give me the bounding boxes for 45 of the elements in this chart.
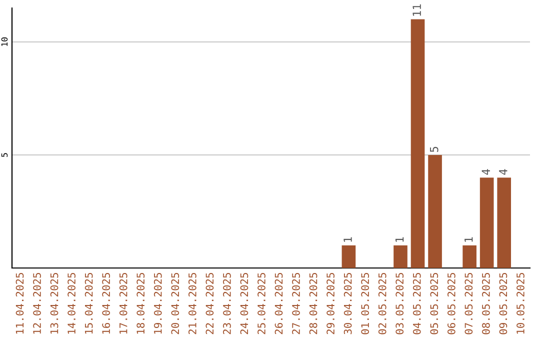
x-tick-label: 16.04.2025 <box>102 273 110 334</box>
bar <box>410 19 425 268</box>
bar <box>394 245 408 268</box>
y-tick-label: 10 <box>1 37 8 46</box>
x-tick-label: 27.04.2025 <box>292 273 300 334</box>
x-tick-label: 18.04.2025 <box>136 273 145 334</box>
bar <box>462 245 476 268</box>
x-tick-label: 01.05.2025 <box>361 273 370 334</box>
data-label: 5 <box>430 146 438 152</box>
x-tick-label: 07.05.2025 <box>464 273 473 334</box>
x-tick-label: 11.04.2025 <box>16 273 24 334</box>
x-tick-label: 23.04.2025 <box>223 273 231 334</box>
x-tick-label: 13.04.2025 <box>50 273 58 334</box>
x-tick-label: 14.04.2025 <box>68 273 76 334</box>
bar <box>480 178 494 268</box>
x-tick-label: 09.05.2025 <box>499 273 508 334</box>
x-tick-label: 06.05.2025 <box>447 273 456 334</box>
data-label: 1 <box>395 237 404 242</box>
x-tick-label: 05.05.2025 <box>430 273 438 334</box>
x-tick-label: 25.04.2025 <box>258 273 266 334</box>
x-tick-label: 12.04.2025 <box>33 273 41 334</box>
bar <box>497 178 512 268</box>
x-tick-label: 15.04.2025 <box>84 273 93 334</box>
x-tick-label: 10.05.2025 <box>516 273 524 334</box>
data-label: 11 <box>412 4 421 16</box>
x-tick-label: 24.04.2025 <box>240 273 248 334</box>
x-tick-label: 19.04.2025 <box>154 273 162 334</box>
x-tick-label: 30.04.2025 <box>344 273 352 334</box>
x-tick-label: 29.04.2025 <box>326 273 334 334</box>
bar <box>342 245 356 268</box>
x-tick-label: 04.05.2025 <box>412 273 421 334</box>
x-tick-label: 17.04.2025 <box>119 273 128 334</box>
x-tick-label: 21.04.2025 <box>188 273 196 334</box>
x-tick-label: 22.04.2025 <box>206 273 214 334</box>
data-label: 4 <box>482 169 490 175</box>
x-tick-label: 03.05.2025 <box>396 273 404 334</box>
data-label: 1 <box>464 237 473 242</box>
data-label: 1 <box>344 237 352 242</box>
x-tick-label: 26.04.2025 <box>274 273 283 334</box>
data-label: 4 <box>499 169 508 175</box>
x-tick-label: 08.05.2025 <box>482 273 490 334</box>
x-tick-label: 28.04.2025 <box>309 273 318 334</box>
bar <box>428 154 442 268</box>
x-tick-label: 02.05.2025 <box>378 273 386 334</box>
x-tick-label: 20.04.2025 <box>171 273 180 334</box>
